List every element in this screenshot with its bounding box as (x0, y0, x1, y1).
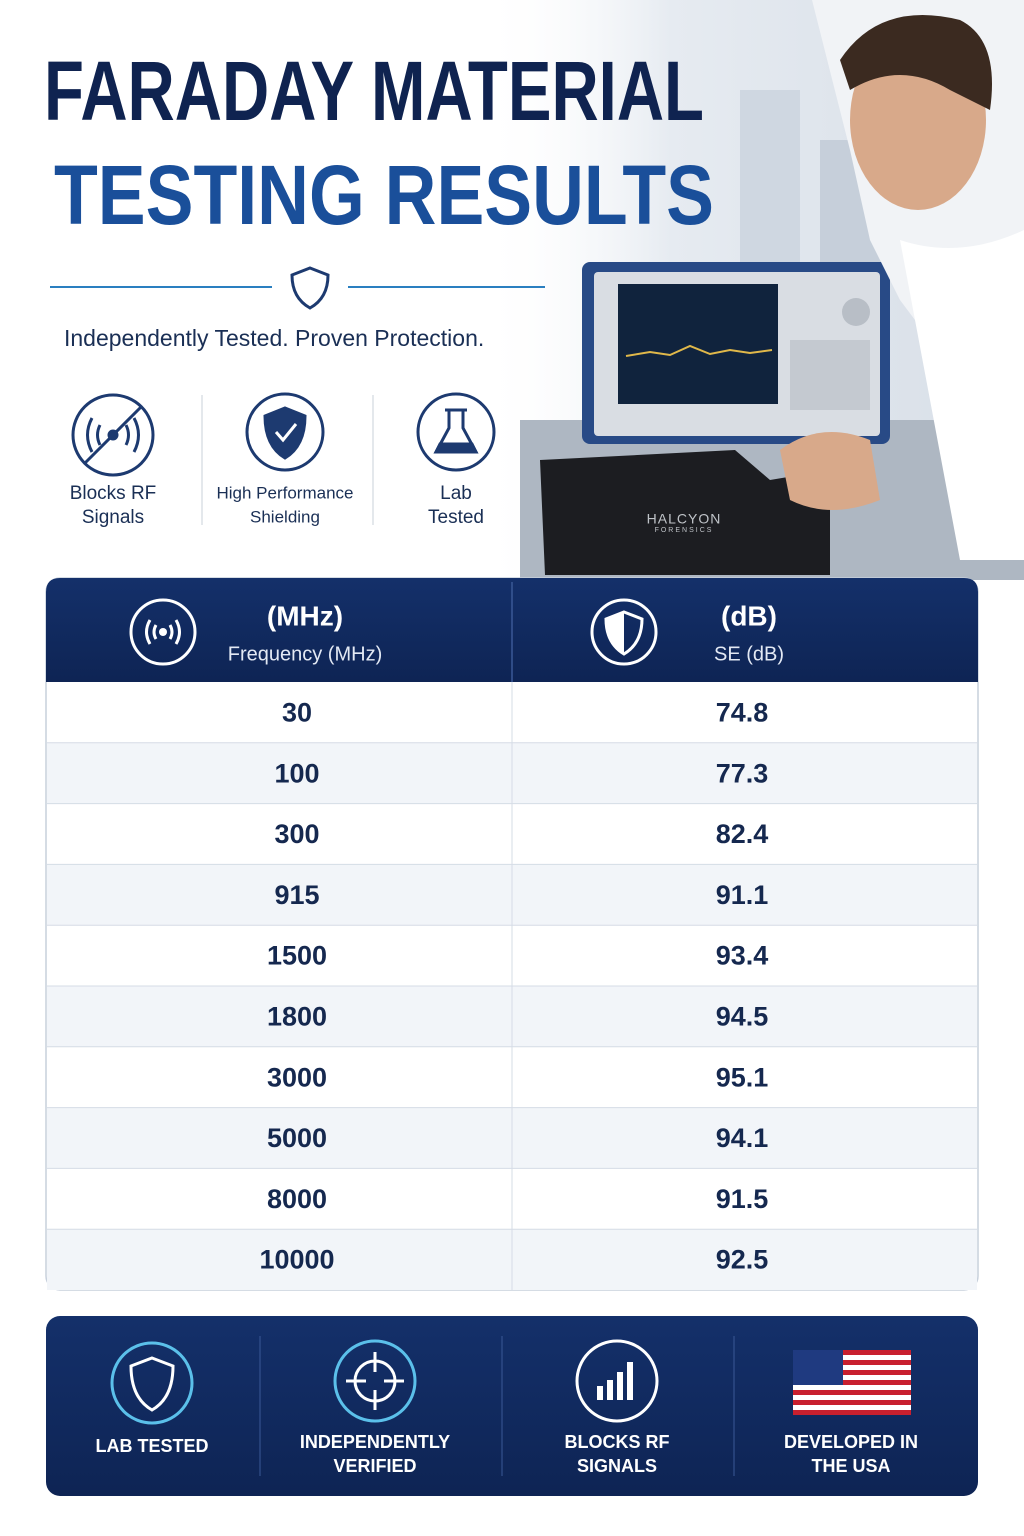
lab-photo (480, 0, 1024, 580)
feature-icons-part (86, 417, 140, 453)
badge-label: SIGNALS (577, 1456, 657, 1476)
feature-icons-part (416, 392, 496, 472)
badge-label: INDEPENDENTLY (300, 1432, 450, 1452)
column-unit: (MHz) (267, 600, 343, 631)
us-flag (793, 1350, 911, 1415)
footer-band-part-part (346, 1352, 404, 1410)
cell: 5000 (267, 1123, 327, 1153)
cell: 100 (274, 758, 319, 788)
title-line: TESTING RESULTS (54, 148, 714, 242)
lab-photo-part (540, 450, 830, 575)
lab-photo-part (840, 15, 992, 110)
table-frame-part (129, 598, 197, 666)
lab-photo-part (740, 90, 800, 270)
feature-icons (71, 392, 496, 525)
us-flag-part (793, 1350, 843, 1385)
feature-icons-part (107, 429, 119, 441)
feature-label: Lab (440, 483, 472, 504)
cell: 77.3 (716, 758, 769, 788)
column-label: Frequency (MHz) (228, 643, 382, 665)
table-frame-part (159, 628, 167, 636)
column-unit: (dB) (721, 600, 777, 631)
feature-label: Signals (82, 507, 144, 528)
lab-photo-part (790, 340, 870, 410)
cell: 91.5 (716, 1184, 769, 1214)
cell: 915 (274, 880, 319, 910)
feature-icons-part (71, 393, 155, 477)
feature-icons-part (274, 423, 298, 443)
cell: 8000 (267, 1184, 327, 1214)
cell: 95.1 (716, 1062, 769, 1092)
footer-band-part-part (607, 1380, 613, 1400)
cell: 10000 (259, 1245, 334, 1275)
cell: 30 (282, 698, 312, 728)
footer-band-part-part (627, 1362, 633, 1400)
table-frame-part (606, 612, 624, 654)
badge-label: BLOCKS RF (565, 1432, 670, 1452)
cell: 1500 (267, 941, 327, 971)
cell: 3000 (267, 1062, 327, 1092)
divider-part (290, 266, 330, 310)
feature-icons-part (433, 442, 479, 454)
us-flag-part (793, 1380, 911, 1385)
footer-band-part (110, 1339, 659, 1425)
lab-photo-part (842, 298, 870, 326)
cell: 93.4 (716, 941, 769, 971)
lab-photo-part (780, 432, 880, 510)
brand-text: HALCYON (647, 511, 722, 527)
footer-band-part-part (129, 1356, 175, 1412)
feature-icons-part (245, 392, 325, 472)
tagline: Independently Tested. Proven Protection. (64, 325, 484, 351)
cell: 91.1 (716, 880, 769, 910)
us-flag-part (793, 1400, 911, 1405)
lab-photo-part (618, 284, 778, 404)
feature-label: High Performance (216, 483, 353, 502)
cell: 82.4 (716, 819, 769, 849)
feature-label: Tested (428, 507, 484, 528)
footer-band-part-part (575, 1339, 659, 1423)
us-flag-part (793, 1360, 911, 1365)
footer-band-part (597, 1362, 633, 1400)
footer-band-part (46, 1316, 978, 1496)
divider (50, 266, 545, 310)
us-flag-part (793, 1350, 911, 1355)
feature-icons-part (263, 406, 307, 460)
table-frame-part (145, 619, 181, 645)
badge-label: THE USA (811, 1456, 890, 1476)
lab-photo-part (900, 230, 1024, 560)
us-flag-part (793, 1390, 911, 1395)
badge-label: VERIFIED (333, 1456, 416, 1476)
title-line: FARADAY MATERIAL (44, 44, 704, 138)
feature-label: Shielding (250, 507, 320, 526)
footer-band-part-part (110, 1341, 194, 1425)
brand-text: FORENSICS (655, 527, 714, 534)
table-frame-part (590, 598, 658, 666)
us-flag-part (793, 1370, 911, 1375)
badge-label: DEVELOPED IN (784, 1432, 918, 1452)
footer-band-part-part (333, 1339, 417, 1423)
column-label: SE (dB) (714, 643, 784, 665)
cell: 300 (274, 819, 319, 849)
cell: 92.5 (716, 1245, 769, 1275)
cell: 94.1 (716, 1123, 769, 1153)
lab-photo-part (625, 344, 773, 357)
feature-label: Blocks RF (70, 483, 157, 504)
cell: 74.8 (716, 698, 769, 728)
footer-band-part-part (597, 1386, 603, 1400)
footer-band-part-part (617, 1372, 623, 1400)
cell: 94.5 (716, 1002, 769, 1032)
table-rows: 30 74.8 100 77.3 300 82.4 915 91.1 1500 93.4 1800 9… (47, 682, 977, 1290)
cell: 1800 (267, 1002, 327, 1032)
us-flag-part (793, 1410, 911, 1415)
badge-label: LAB TESTED (95, 1436, 208, 1456)
footer-band (46, 1316, 978, 1496)
